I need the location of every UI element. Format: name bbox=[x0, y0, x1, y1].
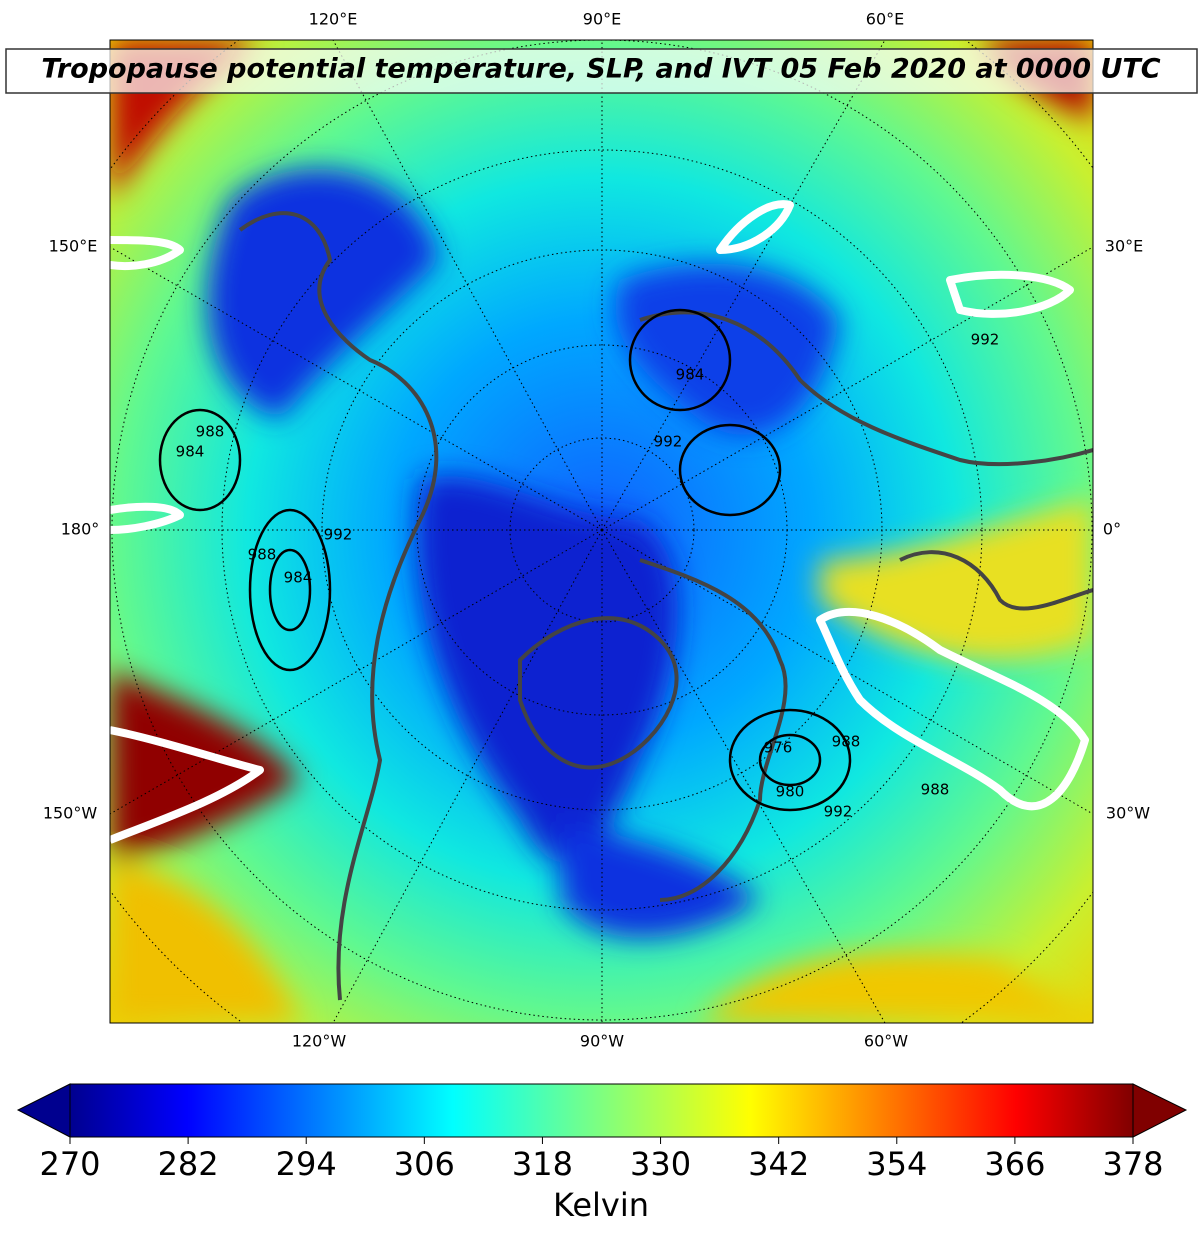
map-frame bbox=[109, 39, 1094, 1024]
longitude-label: 120°W bbox=[292, 1032, 347, 1051]
colorbar-tick-label: 294 bbox=[276, 1145, 337, 1183]
contour-labels: 988 984 992 988 984 976 980 992 988 984 992 988 992 bbox=[176, 331, 1000, 821]
longitude-label: 180° bbox=[61, 520, 100, 539]
contour-label: 988 bbox=[832, 733, 861, 751]
longitude-label: 30°W bbox=[1106, 804, 1150, 823]
contour-label: 984 bbox=[676, 366, 705, 384]
colorbar-label: Kelvin bbox=[553, 1186, 649, 1224]
colorbar-tick-label: 282 bbox=[158, 1145, 219, 1183]
longitude-label: 150°W bbox=[43, 804, 98, 823]
colorbar-extend-high bbox=[1132, 1083, 1188, 1138]
contour-label: 976 bbox=[764, 739, 793, 757]
colorbar-tick-label: 306 bbox=[394, 1145, 455, 1183]
contour-label: 992 bbox=[971, 331, 1000, 349]
colorbar-tick-label: 330 bbox=[630, 1145, 691, 1183]
contour-label: 992 bbox=[654, 433, 683, 451]
longitude-label: 150°E bbox=[49, 237, 98, 256]
contour-label: 992 bbox=[324, 526, 353, 544]
longitude-label: 30°E bbox=[1105, 237, 1143, 256]
contour-label: 980 bbox=[776, 783, 805, 801]
ivt-contours bbox=[110, 200, 1089, 844]
longitude-label: 90°W bbox=[580, 1032, 624, 1051]
coastlines bbox=[238, 211, 1093, 1001]
contour-label: 988 bbox=[196, 423, 225, 441]
title: Tropopause potential temperature, SLP, a… bbox=[41, 54, 1160, 85]
contour-label: 992 bbox=[824, 803, 853, 821]
colorbar-tick-label: 342 bbox=[748, 1145, 809, 1183]
map: 988 984 992 988 984 976 980 992 988 984 992 988 992 bbox=[110, 40, 1093, 1023]
longitude-label: 120°E bbox=[309, 10, 358, 29]
longitude-label: 0° bbox=[1103, 520, 1121, 539]
contour-label: 984 bbox=[284, 569, 313, 587]
longitude-label: 60°E bbox=[866, 10, 904, 29]
title-box bbox=[5, 48, 1198, 94]
contour-label: 988 bbox=[921, 781, 950, 799]
longitude-label: 90°E bbox=[583, 10, 621, 29]
colorbar bbox=[69, 1083, 1134, 1138]
colorbar-tick-label: 354 bbox=[866, 1145, 927, 1183]
longitude-label: 60°W bbox=[864, 1032, 908, 1051]
colorbar-tick-label: 270 bbox=[39, 1145, 100, 1183]
slp-contours bbox=[158, 308, 852, 812]
field-shading bbox=[110, 40, 1093, 1023]
contour-label: 984 bbox=[176, 443, 205, 461]
colorbar-tick-label: 366 bbox=[984, 1145, 1045, 1183]
colorbar-extend-low bbox=[16, 1083, 71, 1138]
colorbar-tick-label: 318 bbox=[512, 1145, 573, 1183]
colorbar-tick-label: 378 bbox=[1102, 1145, 1163, 1183]
contour-label: 988 bbox=[248, 546, 277, 564]
